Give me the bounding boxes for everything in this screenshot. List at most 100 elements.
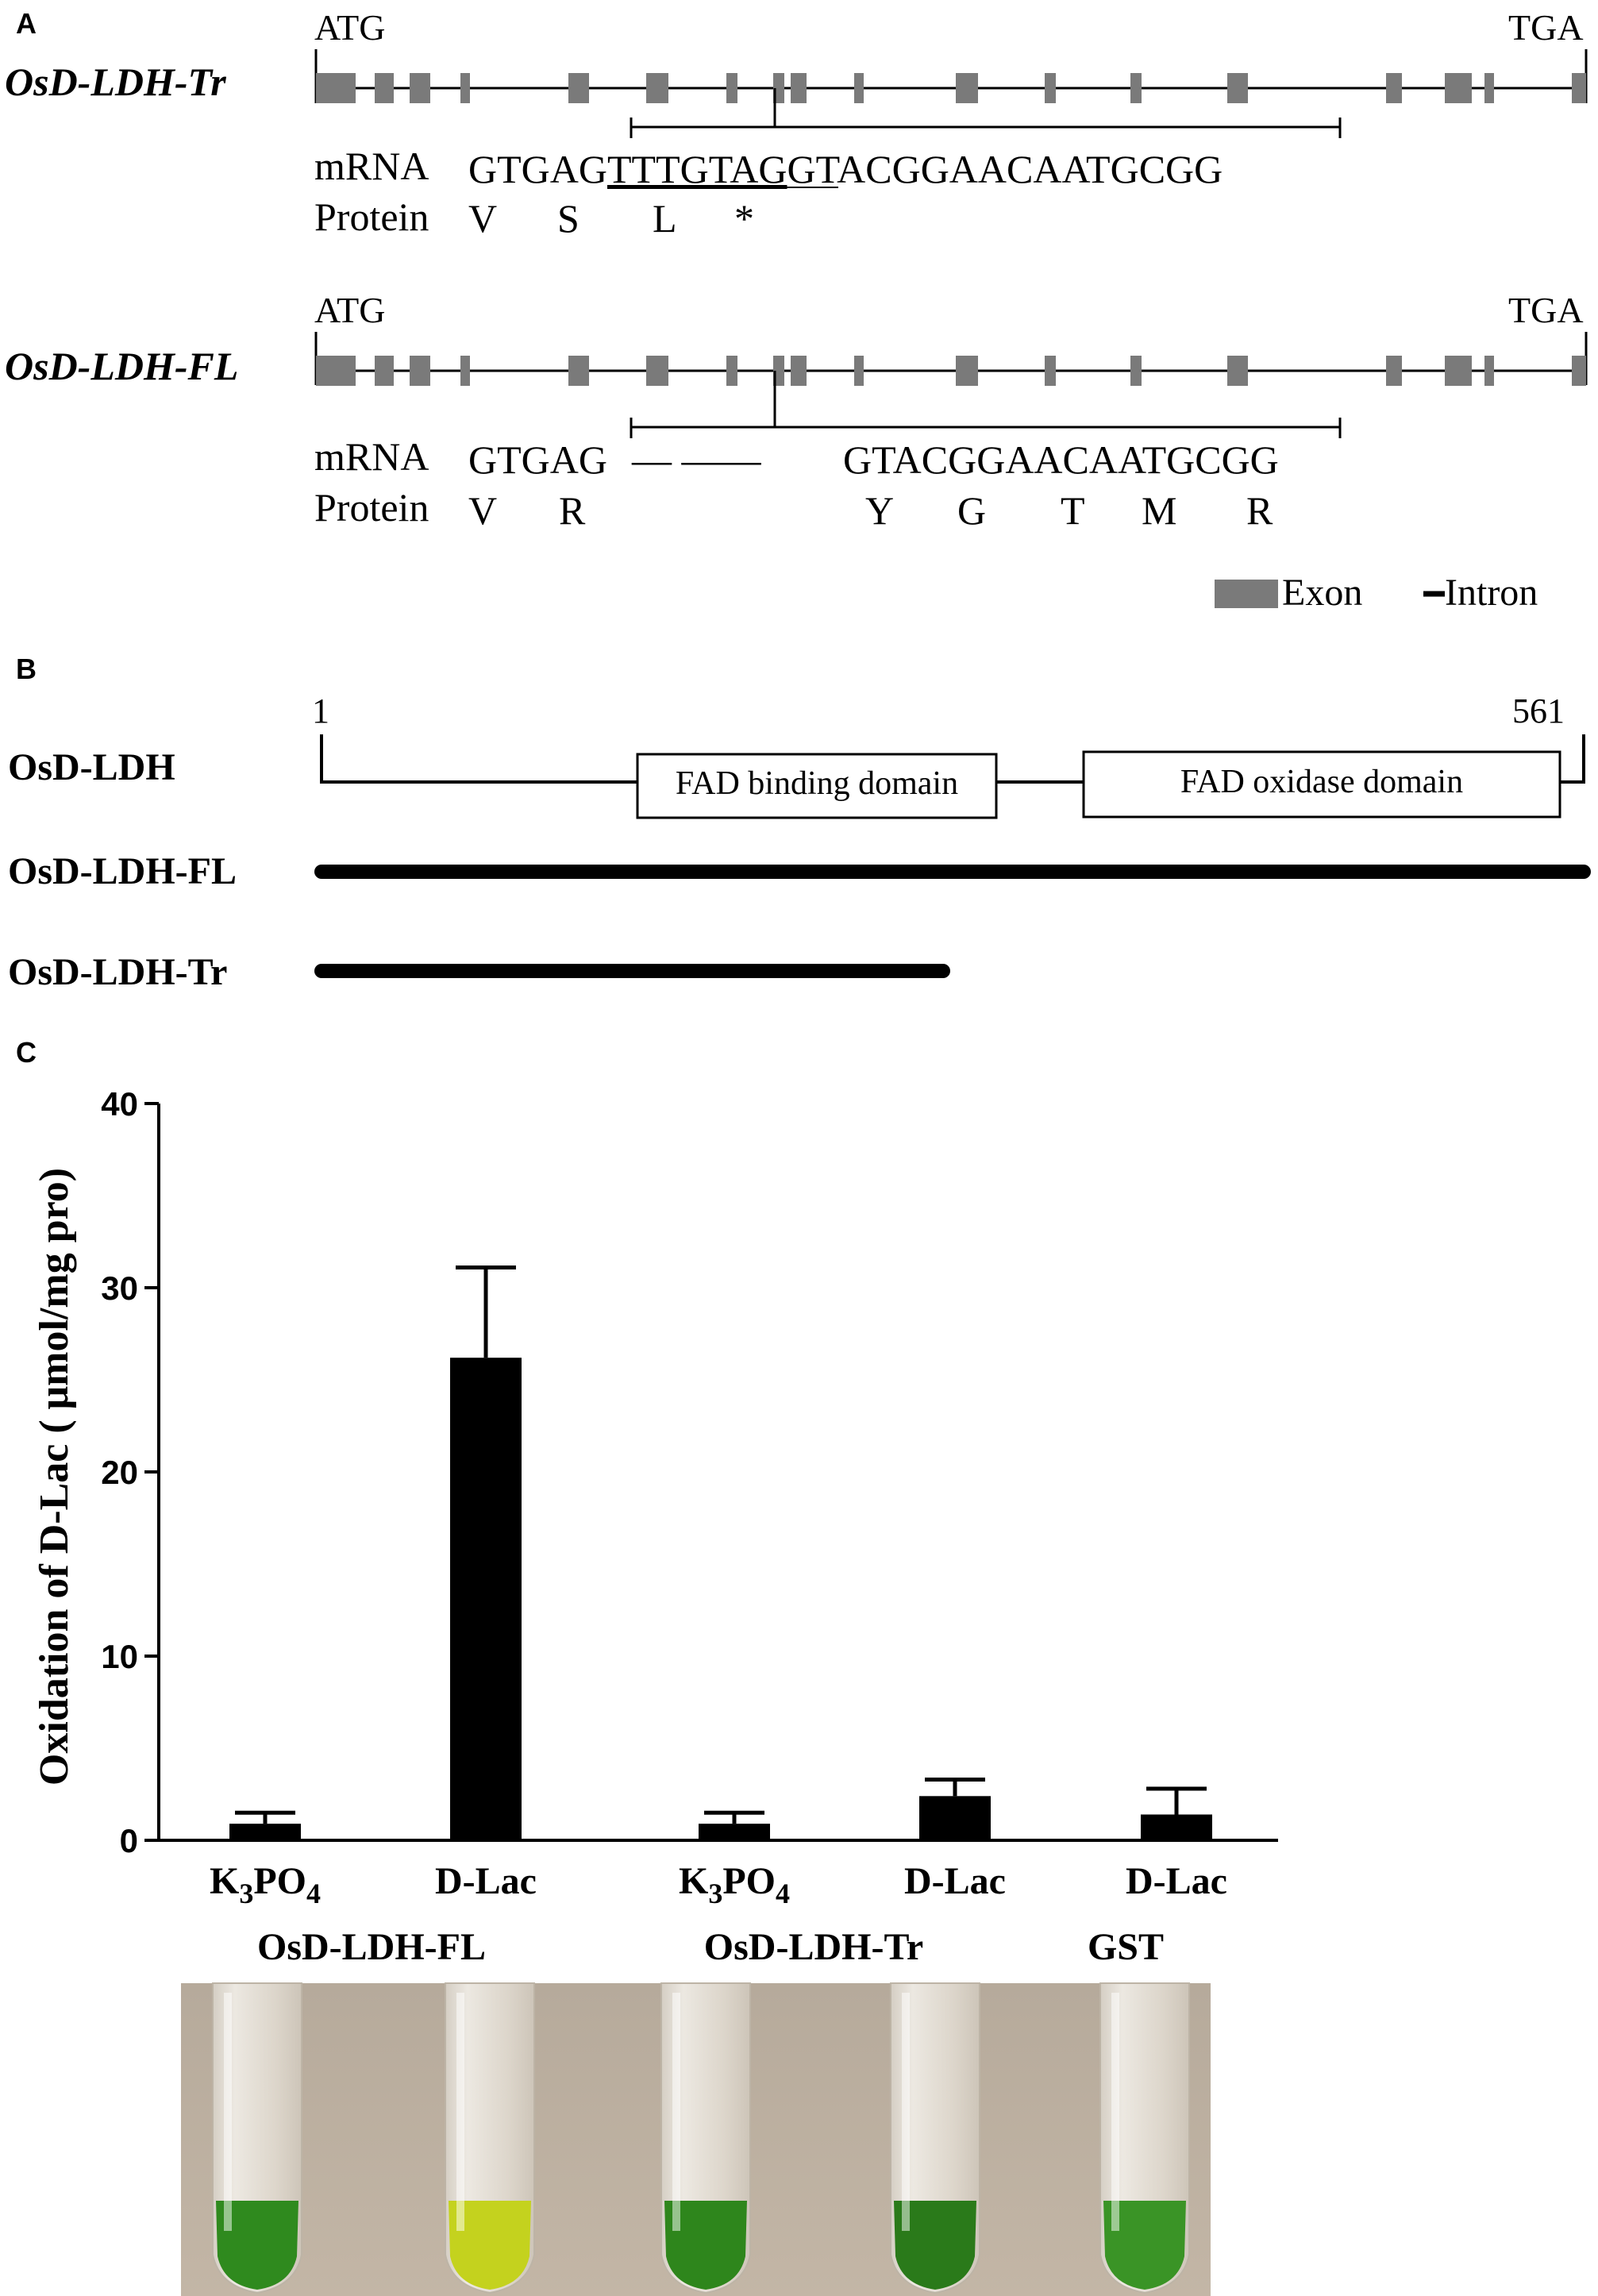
exon-block: [1130, 73, 1142, 103]
fad-binding-domain: [636, 753, 998, 819]
exon-track-fl: [316, 356, 1586, 386]
tube-liquid: [894, 2201, 976, 2290]
tube: [1099, 1982, 1190, 2294]
exon-block: [1130, 356, 1142, 386]
protein-label-tr: Protein: [314, 195, 429, 239]
exon-block: [854, 356, 864, 386]
tubes: [212, 1982, 1190, 2294]
exon-block: [1484, 73, 1494, 103]
group-label-fl: OsD-LDH-FL: [257, 1926, 486, 1968]
protein-residue: V: [468, 196, 497, 241]
mrna-sequence-tr: GTGAGTTTGTAGGTACGGAACAATGCGG: [468, 147, 1223, 191]
y-tick-label: 30: [101, 1269, 138, 1307]
exon-block: [375, 73, 394, 103]
protein-domain-map: 1 561 OsD-LDH FAD binding domain FAD oxi…: [8, 691, 1591, 993]
x-tick-label: K3PO4: [210, 1860, 321, 1909]
y-tick-label: 20: [101, 1454, 138, 1491]
exon-block: [1484, 356, 1494, 386]
exon-block: [726, 73, 737, 103]
x-tick-label: D-Lac: [435, 1860, 537, 1902]
tube-liquid: [664, 2201, 747, 2290]
group-label-tr: OsD-LDH-Tr: [704, 1926, 923, 1968]
tube-liquid: [449, 2201, 531, 2290]
fad-binding-domain-label: FAD binding domain: [676, 765, 958, 802]
protein-name: OsD-LDH: [8, 746, 175, 788]
start-codon-label: ATG: [314, 7, 385, 48]
protein-residue: S: [557, 196, 580, 241]
exon-block: [460, 356, 470, 386]
x-tick-labels: K3PO4 D-Lac K3PO4 D-Lac D-Lac: [210, 1860, 1227, 1909]
fad-oxidase-domain: [1082, 750, 1561, 819]
gene-name-tr: OsD-LDH-Tr: [5, 60, 226, 104]
exon-block: [1445, 73, 1472, 103]
mrna-prefix: GTGAG: [468, 147, 607, 191]
exon-block: [646, 356, 668, 386]
exon-block: [1045, 73, 1056, 103]
y-tick-label: 0: [120, 1822, 138, 1859]
bar-chart: Oxidation of D-Lac ( μmol/mg pro) 0 10 20 3…: [32, 1085, 1278, 1909]
exon-block: [1572, 356, 1586, 386]
stop-codon-label: TGA: [1508, 290, 1584, 330]
mrna-prefix: GTGAG: [468, 437, 607, 482]
exon-block: [646, 73, 668, 103]
protein-residue: R: [559, 488, 586, 533]
exon-block: [316, 356, 356, 386]
exon-block: [956, 356, 978, 386]
protein-residue: T: [1061, 488, 1085, 533]
y-ticks: 0 10 20 30 40: [101, 1085, 159, 1859]
bars: [229, 1265, 1212, 1840]
exon-block: [568, 73, 589, 103]
panel-c-letter: C: [16, 1036, 37, 1069]
mrna-gap: –– ––––: [631, 437, 762, 482]
exon-block: [1045, 356, 1056, 386]
panel-b-letter: B: [16, 653, 37, 685]
gene-structure-tr: ATG TGA OsD-LDH-Tr mRNA GTGAGTTTGTAGGTAC…: [5, 7, 1588, 241]
panel-a-letter: A: [16, 7, 37, 40]
construct-tr-label: OsD-LDH-Tr: [8, 951, 227, 993]
exon-block: [410, 356, 430, 386]
exon-block: [1227, 73, 1248, 103]
mrna-label-tr: mRNA: [314, 144, 429, 188]
exon-block: [854, 73, 864, 103]
mrna-suffix: GTACGGAACAATGCGG: [787, 147, 1223, 191]
exon-block: [1386, 73, 1402, 103]
tube: [660, 1982, 751, 2294]
exon-intron-legend: Exon Intron: [1215, 572, 1538, 614]
tube: [445, 1982, 535, 2294]
y-axis-label: Oxidation of D-Lac ( μmol/mg pro): [32, 1168, 77, 1786]
exon-swatch: [1215, 580, 1278, 608]
exon-block: [791, 73, 807, 103]
mrna-insert: TTTGTAG: [607, 147, 787, 191]
exon-block: [1227, 356, 1248, 386]
stop-codon-label: TGA: [1508, 7, 1584, 48]
exon-block: [956, 73, 978, 103]
mrna-label-fl: mRNA: [314, 434, 429, 479]
bar: [919, 1796, 991, 1840]
fad-oxidase-domain-label: FAD oxidase domain: [1180, 764, 1463, 800]
protein-residue: R: [1246, 488, 1273, 533]
exon-block: [316, 73, 356, 103]
x-tick-label: D-Lac: [1126, 1860, 1227, 1902]
bar: [699, 1824, 770, 1840]
protein-residue: Y: [865, 488, 894, 533]
y-tick-label: 40: [101, 1085, 138, 1123]
start-residue: 1: [312, 691, 329, 730]
x-tick-label: K3PO4: [679, 1860, 790, 1909]
tube-photo: [181, 1982, 1211, 2296]
tube-liquid: [1103, 2201, 1186, 2290]
protein-label-fl: Protein: [314, 485, 429, 530]
bar: [450, 1358, 522, 1840]
exon-block: [791, 356, 807, 386]
gene-structure-fl: ATG TGA OsD-LDH-FL mRNA GTGAG –– –––– GT…: [5, 290, 1588, 533]
protein-residue: G: [957, 488, 986, 533]
exon-block: [568, 356, 589, 386]
start-codon-label: ATG: [314, 290, 385, 330]
exon-block: [375, 356, 394, 386]
protein-residue: V: [468, 488, 497, 533]
exon-block: [410, 73, 430, 103]
stop-asterisk: *: [734, 196, 754, 241]
exon-legend-label: Exon: [1282, 572, 1362, 614]
protein-residue: L: [653, 196, 677, 241]
exon-block: [1445, 356, 1472, 386]
